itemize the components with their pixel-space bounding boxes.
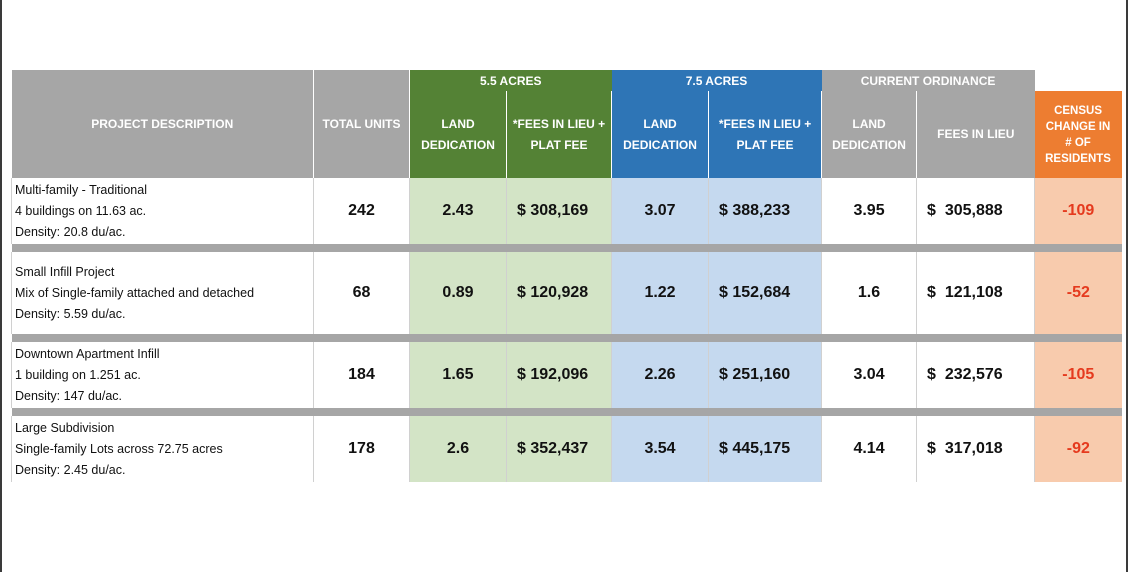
header-land-line: LAND [643, 116, 677, 131]
header-blank-cell [1034, 70, 1122, 91]
table-row: Large Subdivision Single-family Lots acr… [11, 416, 1122, 482]
header-land-dedication-5-5: LAND DEDICATION [409, 91, 507, 178]
row-separator [11, 334, 1122, 342]
fees-plat-7-5-cell: $ 388,233 [708, 178, 822, 244]
row-separator [11, 408, 1122, 416]
project-name: Small Infill Project [15, 264, 115, 279]
land-dedication-5-5-cell: 1.65 [409, 342, 507, 408]
land-dedication-7-5-cell: 3.54 [611, 416, 709, 482]
fees-in-lieu-current-cell: $ 121,108 [916, 252, 1035, 334]
project-description-cell: Large Subdivision Single-family Lots acr… [11, 416, 314, 482]
project-density: Density: 2.45 du/ac. [15, 462, 126, 477]
project-density: Density: 20.8 du/ac. [15, 224, 126, 239]
fees-plat-5-5-cell: $ 308,169 [505, 178, 612, 244]
census-change-cell: -92 [1034, 416, 1122, 482]
header-group-row: PROJECT DESCRIPTION TOTAL UNITS 5.5 ACRE… [11, 70, 1122, 178]
land-dedication-5-5-cell: 0.89 [409, 252, 507, 334]
total-units-cell: 68 [313, 252, 410, 334]
header-sub-row: LAND DEDICATION *FEES IN LIEU + PLAT FEE… [12, 91, 1122, 178]
header-total-units: TOTAL UNITS [313, 70, 410, 178]
fees-plat-5-5-cell: $ 352,437 [505, 416, 612, 482]
fees-plat-7-5-cell: $ 152,684 [708, 252, 822, 334]
land-dedication-current-cell: 4.14 [821, 416, 917, 482]
project-description-cell: Downtown Apartment Infill 1 building on … [11, 342, 314, 408]
header-census-change: CENSUS CHANGE IN # OF RESIDENTS [1034, 91, 1122, 178]
project-description-cell: Multi-family - Traditional 4 buildings o… [11, 178, 314, 244]
header-fees-in-lieu-current: FEES IN LIEU [916, 91, 1035, 178]
header-fees-plat-7-5: *FEES IN LIEU + PLAT FEE [708, 91, 822, 178]
header-census-line: CENSUS [1054, 104, 1103, 117]
project-detail: 1 building on 1.251 ac. [15, 367, 141, 382]
header-plat-line: PLAT FEE [530, 137, 588, 152]
project-detail: 4 buildings on 11.63 ac. [15, 203, 147, 218]
table-row: Multi-family - Traditional 4 buildings o… [11, 178, 1122, 244]
header-land-dedication-7-5: LAND DEDICATION [611, 91, 709, 178]
header-plat-line: PLAT FEE [736, 137, 794, 152]
header-land-line: LAND [441, 116, 475, 131]
header-group-current-ordinance: CURRENT ORDINANCE [821, 70, 1035, 91]
header-group-5-5-acres: 5.5 ACRES [408, 70, 612, 91]
total-units-cell: 184 [313, 342, 410, 408]
header-residents-line: RESIDENTS [1045, 152, 1111, 165]
census-change-cell: -52 [1034, 252, 1122, 334]
fees-plat-5-5-cell: $ 192,096 [505, 342, 612, 408]
fees-in-lieu-current-cell: $ 317,018 [916, 416, 1035, 482]
header-dedication-line: DEDICATION [832, 137, 906, 152]
fees-plat-7-5-cell: $ 445,175 [708, 416, 822, 482]
header-land-dedication-current: LAND DEDICATION [821, 91, 917, 178]
land-dedication-current-cell: 3.95 [821, 178, 917, 244]
header-change-line: CHANGE IN [1045, 120, 1111, 133]
land-dedication-7-5-cell: 2.26 [611, 342, 709, 408]
census-change-cell: -105 [1034, 342, 1122, 408]
header-dedication-line: DEDICATION [623, 137, 697, 152]
table-row: Small Infill Project Mix of Single-famil… [11, 252, 1122, 334]
land-dedication-7-5-cell: 3.07 [611, 178, 709, 244]
census-change-cell: -109 [1034, 178, 1122, 244]
land-dedication-5-5-cell: 2.43 [409, 178, 507, 244]
project-density: Density: 147 du/ac. [15, 388, 123, 403]
project-detail: Mix of Single-family attached and detach… [15, 285, 255, 300]
header-fees-plat-5-5: *FEES IN LIEU + PLAT FEE [505, 91, 612, 178]
project-name: Downtown Apartment Infill [15, 346, 160, 361]
fees-plat-5-5-cell: $ 120,928 [505, 252, 612, 334]
land-dedication-7-5-cell: 1.22 [611, 252, 709, 334]
window-border-right [1126, 0, 1128, 572]
header-group-7-5-acres: 7.5 ACRES [611, 70, 822, 91]
fees-comparison-table: PROJECT DESCRIPTION TOTAL UNITS 5.5 ACRE… [11, 70, 1122, 482]
header-dedication-line: DEDICATION [421, 137, 495, 152]
table-row: Downtown Apartment Infill 1 building on … [11, 342, 1122, 408]
land-dedication-current-cell: 1.6 [821, 252, 917, 334]
project-name: Large Subdivision [15, 420, 115, 435]
header-fees-line: *FEES IN LIEU + [718, 116, 812, 131]
header-of-line: # OF [1065, 136, 1091, 149]
window-border-left [0, 0, 2, 572]
project-description-cell: Small Infill Project Mix of Single-famil… [11, 252, 314, 334]
project-detail: Single-family Lots across 72.75 acres [15, 441, 223, 456]
fees-in-lieu-current-cell: $ 305,888 [916, 178, 1035, 244]
row-separator [11, 244, 1122, 252]
total-units-cell: 178 [313, 416, 410, 482]
land-dedication-5-5-cell: 2.6 [409, 416, 507, 482]
header-land-line: LAND [852, 116, 886, 131]
header-project-description: PROJECT DESCRIPTION [11, 70, 314, 178]
header-fees-line: *FEES IN LIEU + [512, 116, 606, 131]
total-units-cell: 242 [313, 178, 410, 244]
land-dedication-current-cell: 3.04 [821, 342, 917, 408]
project-name: Multi-family - Traditional [15, 182, 147, 197]
project-density: Density: 5.59 du/ac. [15, 306, 126, 321]
fees-plat-7-5-cell: $ 251,160 [708, 342, 822, 408]
fees-in-lieu-current-cell: $ 232,576 [916, 342, 1035, 408]
